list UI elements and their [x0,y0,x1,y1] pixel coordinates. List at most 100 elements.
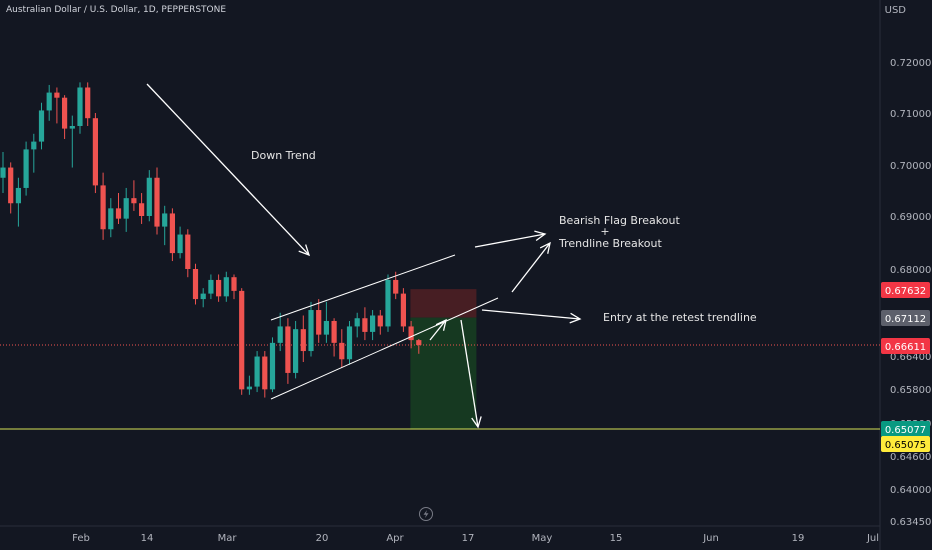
arrow-shaft [460,319,479,428]
candle-body [308,310,314,352]
candle-body [38,110,45,142]
candle [54,87,60,124]
candle [269,337,276,393]
candle-body [185,234,191,269]
price-tag-bg [881,338,930,354]
candle-body [269,342,276,390]
arrow-shaft [474,233,546,248]
candle-body [192,269,199,300]
candle [385,274,391,332]
candle [370,310,376,341]
trendline-drawings [146,83,582,429]
candle-body [62,97,68,129]
candle [408,320,414,349]
candle [316,299,322,343]
candle-body [177,234,183,254]
time-tick-label: Apr [386,533,404,544]
candle [377,310,383,335]
candle [231,274,237,300]
time-tick-label: 14 [141,533,154,544]
time-tick-label: May [532,533,553,544]
candle [200,288,206,308]
candle [339,329,345,368]
candle [192,263,199,305]
breakout-arrow [474,230,547,248]
candle [77,82,83,134]
arrow-head [298,244,311,257]
candle-body [400,293,406,327]
candle-body [200,293,206,300]
price-tick-label: 0.72000 [890,58,931,69]
candle-body [323,320,329,335]
take-profit-zone [410,317,477,429]
candle [185,229,191,278]
arrow-head [539,241,551,254]
candle-body [154,177,160,227]
candle-body [285,326,291,373]
price-tag-stop: 0.67632 [881,282,930,298]
candle-body [246,386,252,390]
annotation-trendline-breakout: Trendline Breakout [558,237,662,250]
price-tick-label: 0.65800 [890,385,931,396]
price-tag-current: 0.66611 [881,338,930,354]
time-tick-label: Jul [866,533,879,544]
price-tag-bg [881,436,930,452]
annotation-bearish-flag: Bearish Flag Breakout [559,214,680,227]
currency-label[interactable]: USD [884,5,906,16]
candle [62,95,68,139]
candle-body [146,177,152,216]
price-tag-bg [881,421,930,437]
price-tag-line: 0.65075 [881,436,930,452]
candle-body [139,203,145,216]
candle [354,312,360,338]
candle [293,320,299,379]
position-zones [410,289,477,429]
arrow-head [471,416,482,429]
candle [169,208,175,262]
price-tag-label: 0.67112 [885,314,926,325]
lightning-icon[interactable] [419,507,433,521]
candle-body [100,185,106,230]
candle [254,351,260,393]
candle-body [339,342,345,360]
candle-body [31,141,37,150]
candle-body [46,92,52,111]
candle-body [408,326,414,341]
annotation-entry-retest: Entry at the retest trendline [603,311,757,324]
time-tick-label: Jun [702,533,719,544]
candle [15,177,21,227]
candle [69,115,75,168]
candle-body [23,149,29,188]
candle [85,82,91,126]
arrow-head [569,312,582,324]
candle-body [131,198,137,204]
price-tick-label: 0.69000 [890,212,931,223]
annotation-plus: + [600,225,609,238]
price-tag-label: 0.65075 [885,440,926,451]
candle-body [8,167,14,204]
candle-body [416,340,422,346]
price-tick-label: 0.68000 [890,265,931,276]
price-tick-label: 0.64000 [890,485,931,496]
candle-body [108,208,114,230]
price-tick-label: 0.66400 [890,352,931,363]
chart-annotations: Down Trend Bearish Flag Breakout+Trendlin… [251,149,757,324]
symbol-title[interactable]: Australian Dollar / U.S. Dollar, 1D, PEP… [6,5,227,15]
time-axis[interactable]: Feb 14 Mar 20 Apr 17 May 15 Jun 19 Jul [72,533,879,544]
candle [100,172,106,240]
arrow-shaft [481,309,581,320]
candle-body [0,167,6,178]
candle-body [15,187,21,204]
candle [208,274,214,300]
candle-body [331,320,337,343]
candle [146,170,152,222]
candle-body [354,318,360,327]
price-tick-label: 0.70000 [890,161,931,172]
candle [154,167,160,235]
annotation-down-trend: Down Trend [251,149,316,162]
price-tag-label: 0.66611 [885,342,926,353]
candle-body [254,356,260,387]
candle [162,205,168,246]
price-tag-target: 0.65077 [881,421,930,437]
